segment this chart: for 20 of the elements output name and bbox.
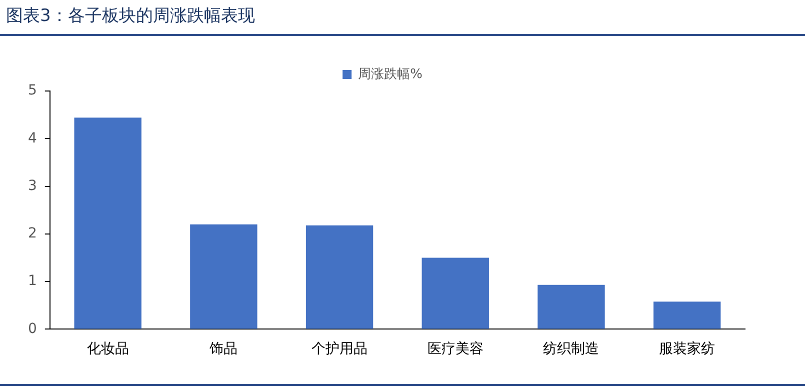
y-tick-label: 5 — [28, 82, 37, 99]
bar — [74, 118, 142, 329]
x-tick-label: 医疗美容 — [427, 341, 484, 358]
bar — [422, 258, 489, 329]
bar — [538, 284, 605, 329]
y-tick-label: 3 — [28, 178, 37, 194]
x-tick-label: 服装家纺 — [659, 341, 716, 358]
x-tick-label: 化妆品 — [86, 341, 129, 358]
bar — [653, 302, 721, 329]
bar — [306, 225, 374, 329]
legend-label: 周涨跌幅% — [358, 66, 422, 82]
y-tick-label: 0 — [28, 320, 37, 337]
y-tick-label: 4 — [28, 130, 37, 146]
y-tick-label: 2 — [28, 226, 37, 242]
chart-title: 图表3：各子板块的周涨跌幅表现 — [6, 5, 255, 27]
y-tick-label: 1 — [28, 273, 37, 290]
x-tick-label: 饰品 — [208, 341, 238, 358]
x-tick-label: 纺织制造 — [543, 341, 600, 358]
x-tick-label: 个护用品 — [312, 341, 368, 358]
bar — [190, 224, 258, 329]
